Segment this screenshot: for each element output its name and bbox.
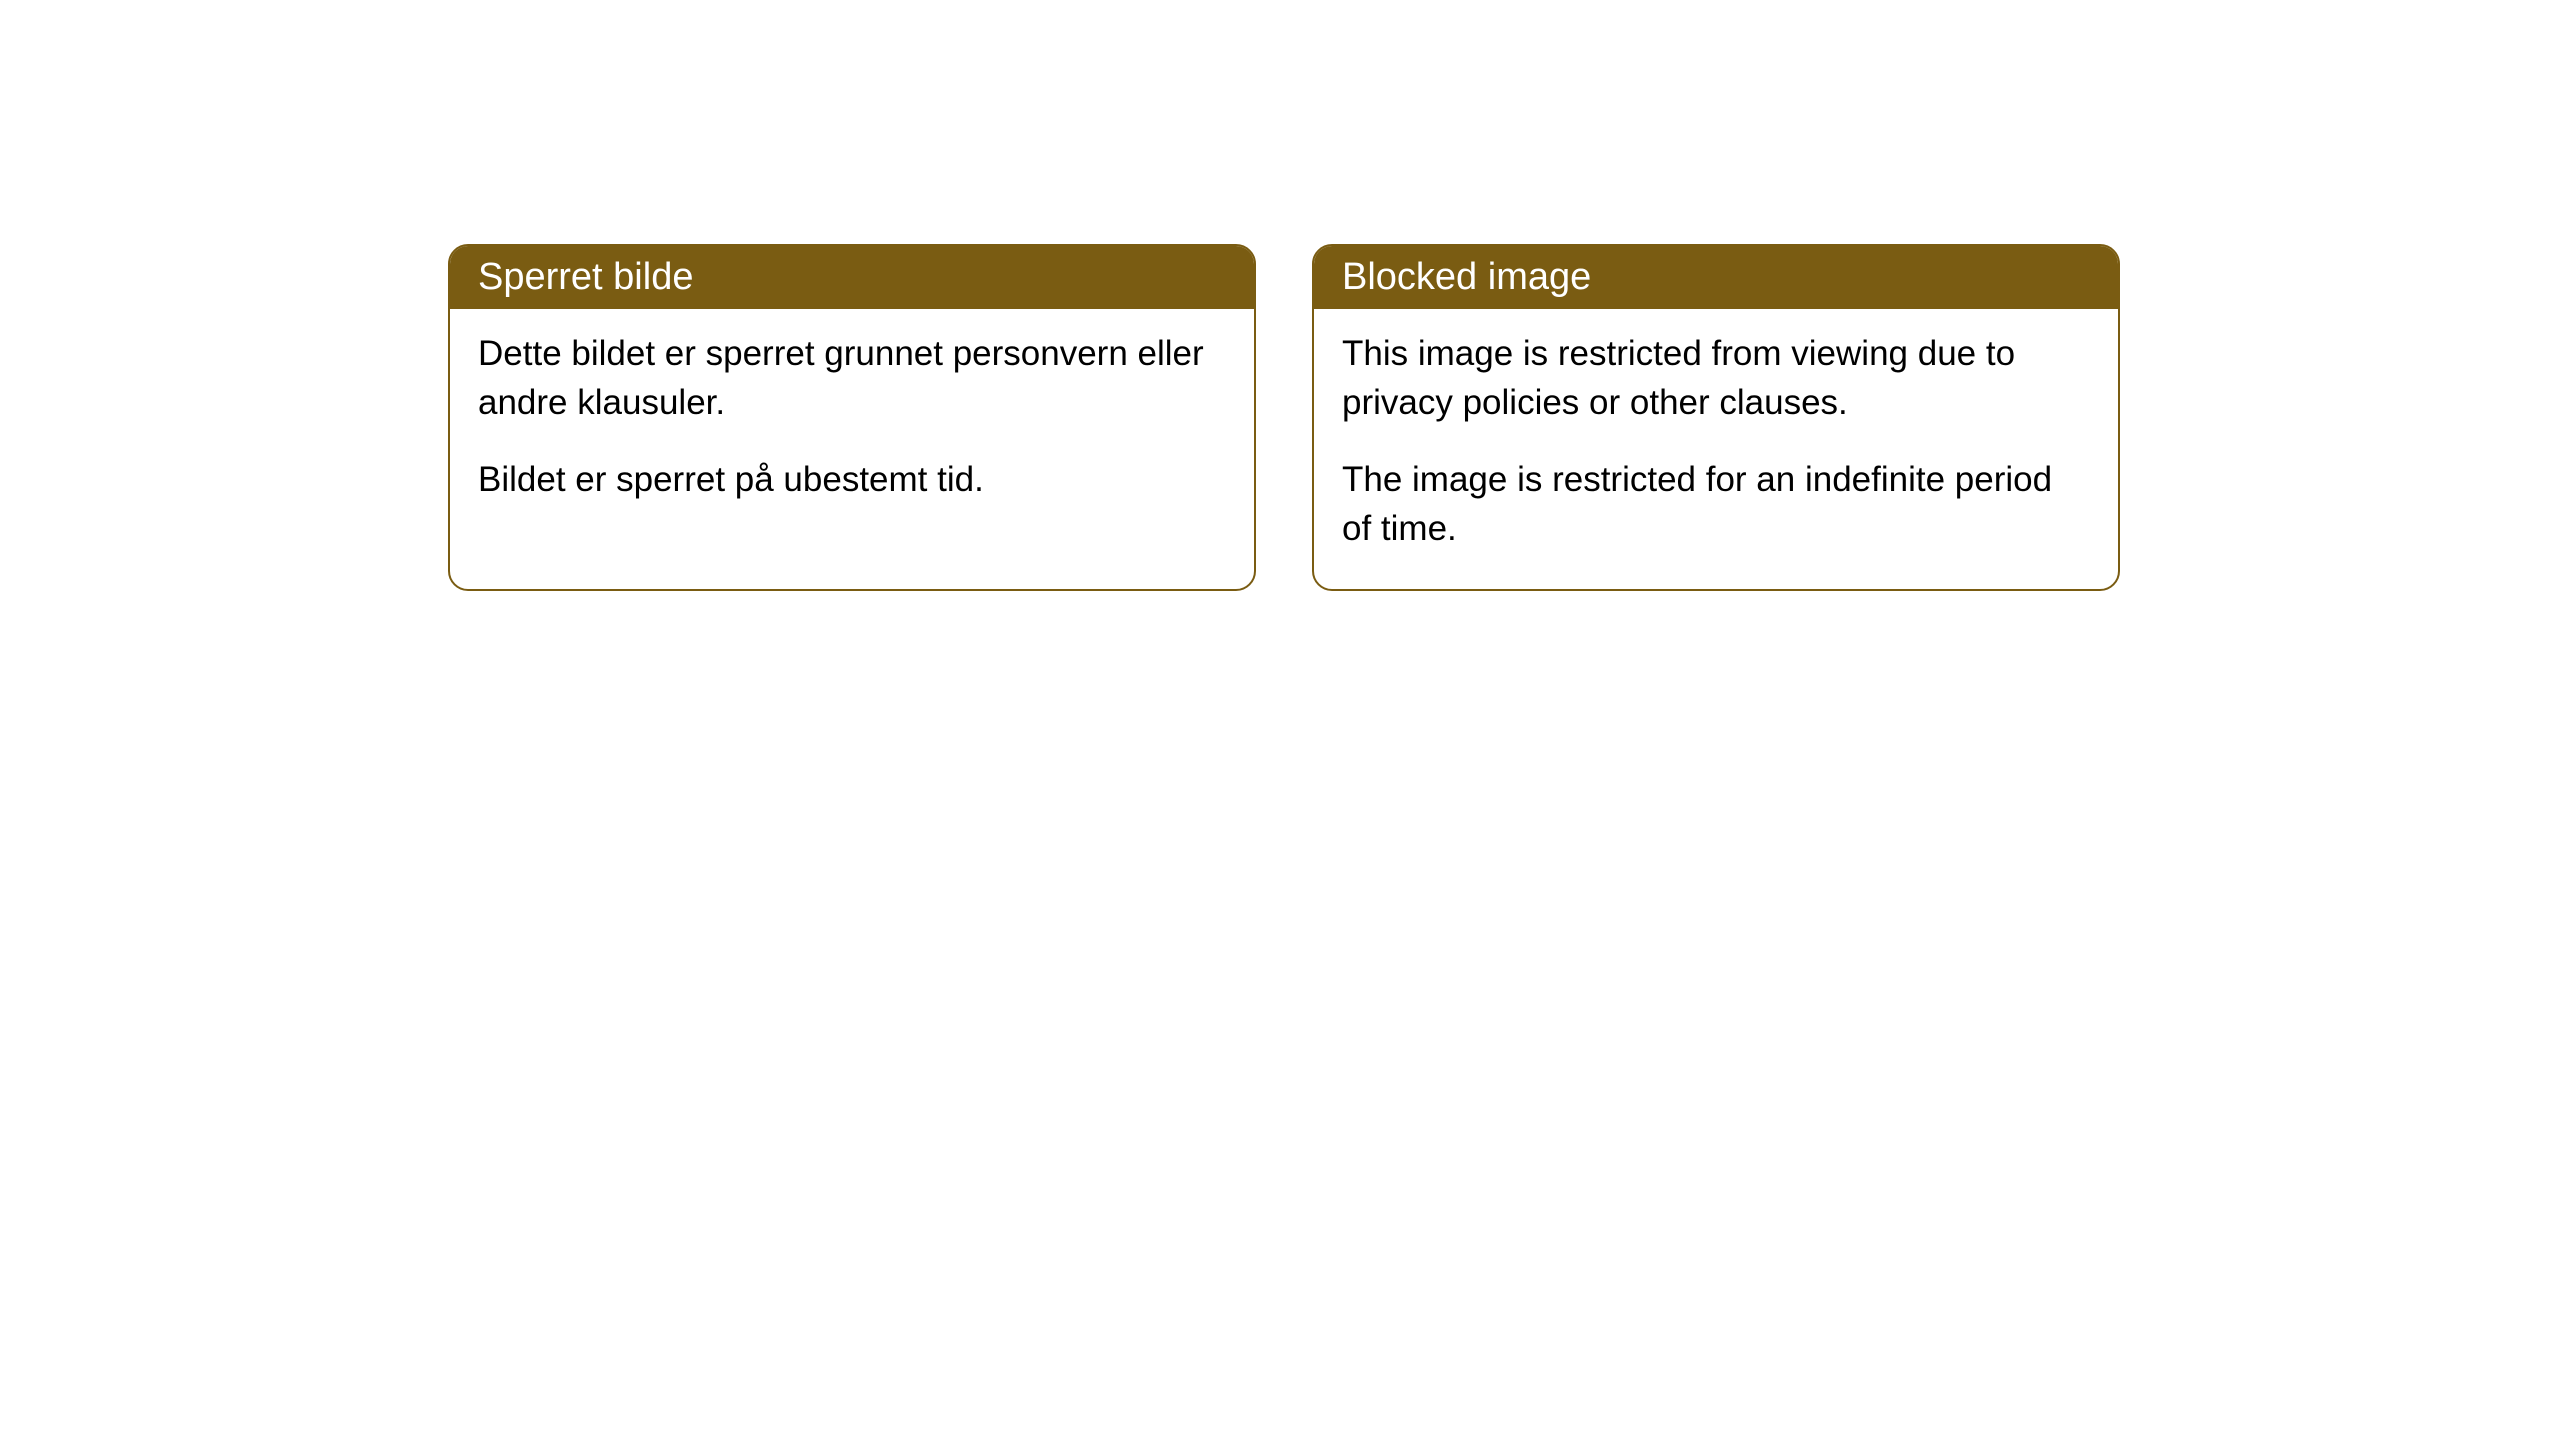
card-body-english: This image is restricted from viewing du… xyxy=(1314,309,2118,589)
notice-paragraph: Bildet er sperret på ubestemt tid. xyxy=(478,455,1226,504)
card-title: Sperret bilde xyxy=(478,256,693,298)
notice-paragraph: Dette bildet er sperret grunnet personve… xyxy=(478,329,1226,427)
notice-card-english: Blocked image This image is restricted f… xyxy=(1312,244,2120,591)
card-header-english: Blocked image xyxy=(1314,246,2118,309)
notice-card-norwegian: Sperret bilde Dette bildet er sperret gr… xyxy=(448,244,1256,591)
notice-paragraph: This image is restricted from viewing du… xyxy=(1342,329,2090,427)
card-header-norwegian: Sperret bilde xyxy=(450,246,1254,309)
notice-paragraph: The image is restricted for an indefinit… xyxy=(1342,455,2090,553)
card-body-norwegian: Dette bildet er sperret grunnet personve… xyxy=(450,309,1254,540)
notice-container: Sperret bilde Dette bildet er sperret gr… xyxy=(448,244,2120,591)
card-title: Blocked image xyxy=(1342,256,1591,298)
